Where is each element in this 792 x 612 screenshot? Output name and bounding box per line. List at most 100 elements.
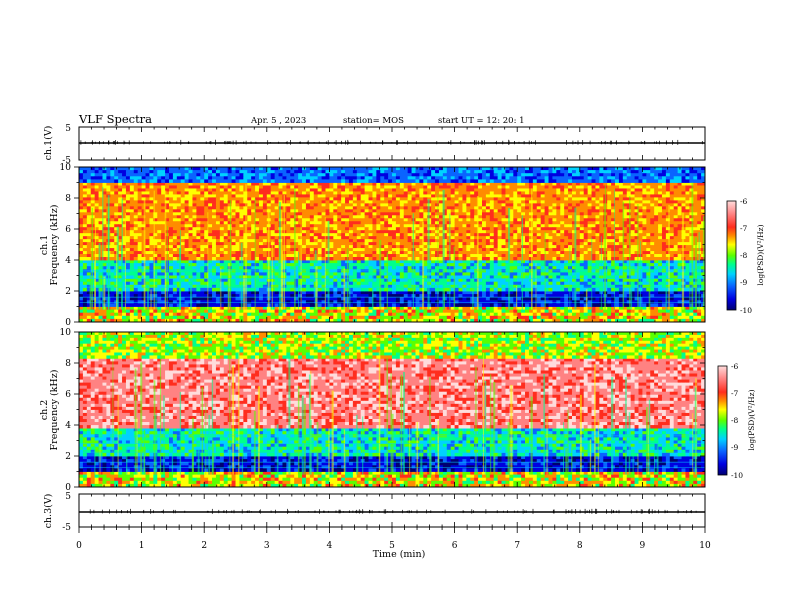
spectrogram-cell: [356, 315, 362, 320]
spectrogram-cell: [129, 278, 135, 283]
spectrogram-cell: [235, 203, 240, 207]
spectrogram-cell: [309, 263, 315, 267]
spectrogram-cell: [583, 191, 589, 195]
spectrogram-cell: [258, 287, 264, 292]
spectrogram-cell: [454, 206, 459, 210]
spectrogram-cell: [658, 191, 663, 195]
spectrogram-cell: [192, 206, 197, 210]
spectrogram-cell: [431, 287, 436, 292]
spectrogram-cell: [485, 200, 491, 204]
spectrogram-cell: [435, 209, 440, 213]
spectrogram-cell: [661, 206, 667, 210]
spectrogram-cell: [364, 206, 369, 210]
spectrogram-cell: [493, 297, 499, 301]
spectrogram-cell: [591, 191, 596, 195]
spectrogram-cell: [137, 191, 142, 195]
spectrogram-cell: [372, 312, 377, 317]
spectrogram-cell: [442, 312, 448, 317]
spectrogram-cell: [427, 315, 432, 320]
spectrogram-cell: [106, 318, 111, 322]
spectrogram-cell: [219, 200, 225, 204]
spectrogram-cell: [571, 200, 577, 204]
spectrogram-cell: [258, 203, 264, 207]
spectrogram-cell: [450, 191, 455, 195]
spectrogram-cell: [431, 315, 436, 320]
spectrogram-cell: [110, 209, 115, 213]
spectrogram-cell: [215, 203, 221, 207]
spectrogram-cell: [262, 294, 268, 298]
spectrogram-cell: [86, 200, 92, 204]
spectrogram-cell: [227, 291, 232, 295]
spectrogram-cell: [521, 281, 526, 286]
spectrogram-cell: [626, 266, 632, 270]
spectrogram-cell: [540, 300, 545, 304]
spectrogram-cell: [431, 300, 436, 304]
spectrogram-cell: [497, 260, 502, 264]
spectrogram-cell: [521, 278, 526, 283]
spectrogram-cell: [274, 284, 279, 289]
spectrogram-cell: [595, 281, 600, 286]
spectrogram-cell: [212, 291, 217, 295]
spectrogram-cell: [658, 278, 663, 283]
spectrogram-cell: [493, 266, 499, 270]
spectrogram-cell: [497, 185, 502, 189]
spectrogram-cell: [685, 297, 690, 301]
spectrogram-cell: [478, 191, 483, 195]
spectrogram-cell: [82, 318, 88, 322]
spectrogram-cell: [458, 266, 463, 270]
spectrogram-cell: [493, 197, 499, 201]
spectrogram-cell: [333, 260, 338, 264]
spectrogram-cell: [231, 297, 236, 301]
spectrogram-cell: [611, 209, 616, 213]
spectrogram-cell: [442, 275, 448, 279]
spectrogram-cell: [485, 281, 491, 286]
spectrogram-cell: [466, 275, 471, 279]
spectrogram-cell: [196, 191, 201, 195]
spectrogram-cell: [372, 182, 377, 186]
spectrogram-cell: [556, 263, 561, 267]
spectrogram-cell: [415, 203, 420, 207]
spectrogram-cell: [435, 278, 440, 283]
spectrogram-cell: [341, 272, 346, 276]
spectrogram-cell: [364, 197, 369, 201]
spectrogram-cell: [611, 206, 616, 210]
spectrogram-cell: [501, 312, 506, 317]
spectrogram-cell: [82, 284, 88, 289]
spectrogram-cell: [302, 300, 307, 304]
spectrogram-cell: [294, 272, 299, 276]
spectrogram-cell: [431, 206, 436, 210]
spectrogram-cell: [399, 294, 405, 298]
spectrogram-cell: [517, 188, 522, 192]
spectrogram-cell: [540, 312, 545, 317]
spectrogram-cell: [423, 287, 428, 292]
spectrogram-cell: [333, 209, 338, 213]
spectrogram-cell: [454, 275, 459, 279]
spectrogram-cell: [212, 284, 217, 289]
spectrogram-cell: [165, 188, 170, 192]
spectrogram-cell: [392, 188, 397, 192]
spectrogram-cell: [79, 188, 84, 192]
spectrogram-cell: [485, 266, 491, 270]
spectrogram-cell: [540, 297, 545, 301]
spectrogram-cell: [313, 185, 319, 189]
spectrogram-cell: [642, 209, 647, 213]
spectrogram-cell: [431, 209, 436, 213]
spectrogram-cell: [86, 303, 92, 307]
spectrogram-cell: [634, 197, 639, 201]
spectrogram-cell: [673, 303, 679, 307]
spectrogram-cell: [423, 300, 428, 304]
spectrogram-cell: [286, 300, 291, 304]
spectrogram-cell: [298, 263, 303, 267]
spectrogram-cell: [466, 263, 471, 267]
spectrogram-cell: [86, 191, 92, 195]
spectrogram-cell: [673, 287, 679, 292]
spectrogram-cell: [215, 291, 221, 295]
spectrogram-cell: [337, 281, 342, 286]
spectrogram-cell: [478, 275, 483, 279]
spectrogram-cell: [568, 185, 573, 189]
spectrogram-cell: [352, 188, 358, 192]
spectrogram-cell: [302, 200, 307, 204]
spectrogram-cell: [634, 281, 639, 286]
spectrogram-cell: [548, 266, 553, 270]
spectrogram-cell: [168, 212, 174, 216]
